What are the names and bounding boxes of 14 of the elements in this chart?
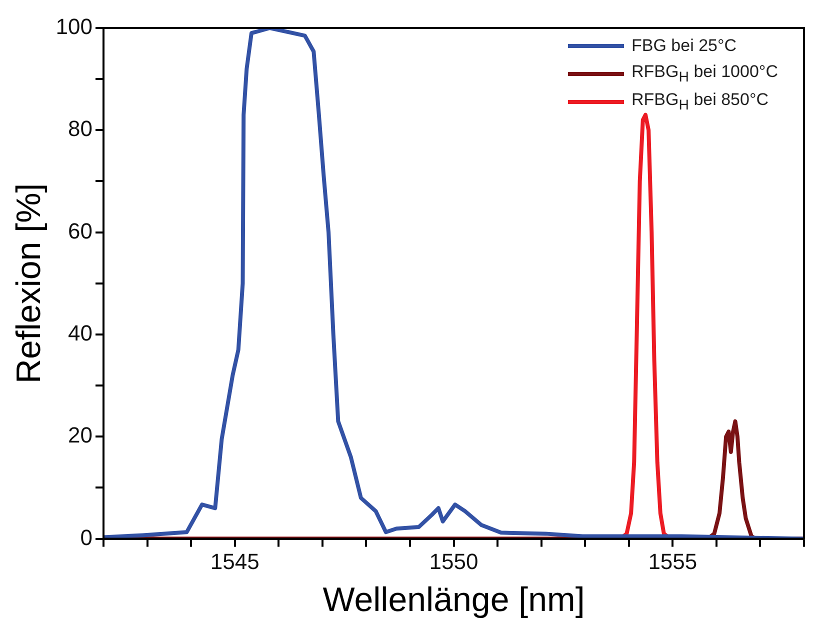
y-tick-label: 20 <box>68 422 93 448</box>
y-tick-label: 100 <box>56 14 93 40</box>
legend-label: RFBG$_{H}$ bei 1000°C <box>632 62 778 86</box>
y-tick-label: 80 <box>68 116 93 142</box>
x-axis-title: Wellenlänge [nm] <box>322 580 585 619</box>
y-tick-label: 0 <box>80 524 93 550</box>
x-tick-label: 1550 <box>429 549 478 574</box>
y-tick-label: 60 <box>68 218 93 244</box>
x-tick-label: 1555 <box>648 549 698 574</box>
y-tick-label: 40 <box>68 320 93 346</box>
y-axis-title: Reflexion [%] <box>10 183 48 384</box>
legend-label: FBG bei 25°C <box>632 36 737 56</box>
legend-label: RFBG$_{H}$ bei 850°C <box>632 90 769 114</box>
x-tick-label: 1545 <box>210 549 260 574</box>
